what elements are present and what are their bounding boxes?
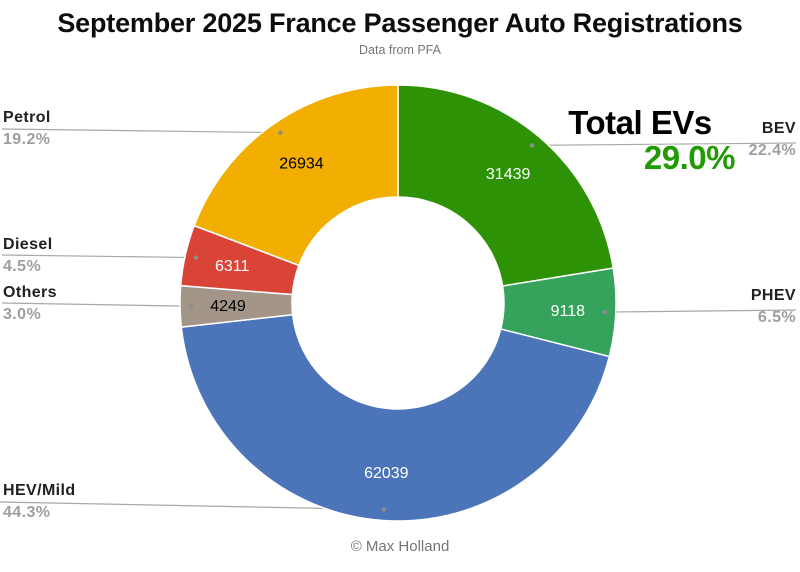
hev-mild-leader-dot	[381, 507, 386, 512]
phev-leader-dot	[602, 309, 608, 315]
callout-petrol: Petrol 19.2%	[3, 110, 51, 148]
petrol-leader-dot	[278, 130, 283, 135]
donut-slice-bev	[397, 84, 615, 287]
slice-value-bev: 31439	[486, 166, 531, 183]
slice-value-hev-mild: 62039	[364, 465, 409, 482]
petrol-leader-line	[1, 128, 281, 134]
callout-diesel: Diesel 4.5%	[3, 237, 53, 275]
hev-mild-label: HEV/Mild	[3, 482, 76, 499]
bev-leader-dot	[529, 143, 535, 148]
others-leader-dot	[188, 304, 194, 309]
petrol-label: Petrol	[3, 109, 51, 126]
slice-value-petrol: 26934	[279, 156, 324, 173]
diesel-label: Diesel	[3, 236, 53, 253]
total-evs-percent: 29.0%	[643, 139, 736, 176]
callout-others: Others 3.0%	[3, 285, 57, 323]
phev-percent: 6.5%	[757, 309, 796, 326]
others-label: Others	[3, 284, 57, 301]
footer-credit: © Max Holland	[350, 538, 450, 555]
total-evs-label: Total EVs	[568, 104, 712, 141]
diesel-percent: 4.5%	[3, 258, 42, 275]
phev-label: PHEV	[750, 287, 796, 304]
page-subtitle: Data from PFA	[359, 43, 441, 57]
slice-value-phev: 9118	[551, 303, 586, 320]
leader-lines	[0, 128, 797, 511]
others-percent: 3.0%	[3, 306, 42, 323]
leader-dots	[188, 130, 608, 512]
bev-label: BEV	[761, 120, 796, 137]
callout-hev-mild: HEV/Mild 44.3%	[3, 483, 76, 521]
callout-bev: BEV 22.4%	[749, 121, 796, 159]
bev-leader-line	[532, 142, 797, 146]
slice-value-others: 4249	[210, 298, 246, 315]
phev-leader-line	[604, 309, 797, 313]
donut-slice-petrol	[193, 84, 399, 267]
bev-percent: 22.4%	[748, 142, 796, 159]
slice-value-diesel: 6311	[215, 258, 250, 275]
petrol-percent: 19.2%	[3, 131, 51, 148]
page-title: September 2025 France Passenger Auto Reg…	[57, 8, 743, 38]
diesel-leader-dot	[193, 255, 199, 260]
hev-mild-percent: 44.3%	[3, 504, 51, 521]
callout-phev: PHEV 6.5%	[751, 288, 796, 326]
diesel-leader-line	[1, 254, 197, 259]
hev-mild-leader-line	[0, 501, 384, 511]
others-leader-line	[1, 302, 192, 307]
donut-slices: 31439 9118 62039 4249 6311 26934	[179, 84, 617, 522]
donut-slice-hev-mild	[180, 313, 611, 522]
